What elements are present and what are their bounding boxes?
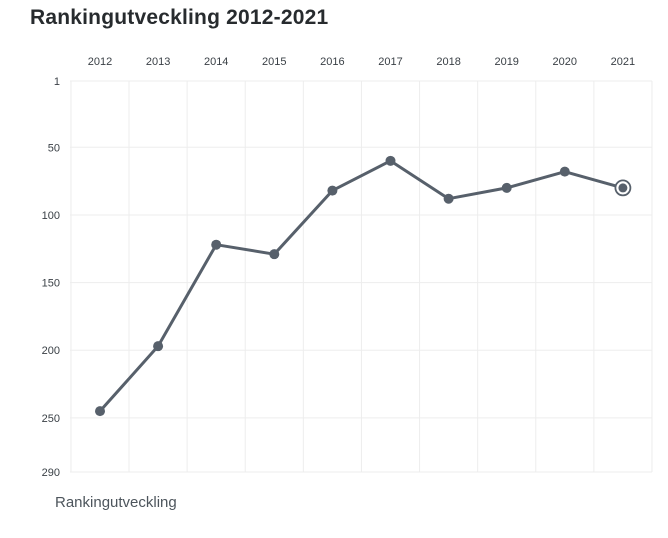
legend-label: Rankingutveckling [55, 494, 177, 511]
x-tick-label: 2015 [262, 56, 286, 68]
x-tick-label: 2014 [204, 56, 228, 68]
series-group [95, 155, 632, 417]
y-tick-label: 50 [48, 142, 60, 154]
x-tick-label: 2016 [320, 56, 344, 68]
chart-title: Rankingutveckling 2012-2021 [30, 6, 329, 29]
y-gridlines [70, 80, 652, 473]
y-tick-label: 200 [42, 345, 60, 357]
data-point[interactable] [559, 166, 570, 177]
y-tick-label: 1 [54, 76, 60, 88]
data-point[interactable] [443, 193, 454, 204]
data-point[interactable] [269, 249, 280, 260]
x-gridlines [70, 81, 653, 472]
x-tick-label: 2018 [436, 56, 460, 68]
x-tick-label: 2017 [378, 56, 402, 68]
y-tick-label: 250 [42, 413, 60, 425]
data-point[interactable] [501, 182, 512, 193]
x-tick-labels: 2012 2013 2014 2015 2016 2017 2018 2019 2020 2021 [88, 56, 635, 68]
data-point[interactable] [385, 155, 396, 166]
series-line [98, 159, 625, 413]
x-tick-label: 2019 [494, 56, 518, 68]
y-tick-label: 100 [42, 210, 60, 222]
data-point[interactable] [211, 239, 222, 250]
data-point[interactable] [618, 183, 628, 193]
y-tick-label: 150 [42, 278, 60, 290]
data-point[interactable] [95, 406, 105, 417]
x-tick-label: 2012 [88, 56, 112, 68]
x-tick-label: 2020 [553, 56, 577, 68]
y-tick-label: 290 [42, 467, 60, 479]
data-point[interactable] [327, 185, 338, 196]
x-tick-label: 2013 [146, 56, 170, 68]
data-point[interactable] [153, 341, 164, 352]
x-tick-label: 2021 [611, 56, 635, 68]
